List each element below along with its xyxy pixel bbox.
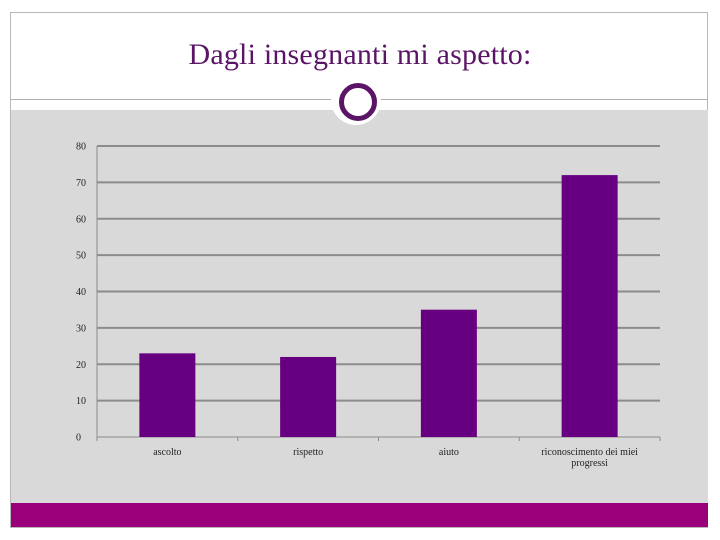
y-tick-label: 40 [76,287,86,298]
bar-1 [139,353,196,437]
bar-2 [280,356,337,437]
y-tick-label: 80 [76,142,86,153]
y-tick-label: 10 [76,396,86,407]
slide-title: Dagli insegnanti mi aspetto: [188,38,532,71]
bar-3 [420,309,477,437]
y-tick-label: 30 [76,323,86,334]
y-tick-label: 60 [76,214,86,225]
x-category-label: aiuto [439,447,459,458]
x-category-label: riconoscimento dei miei [541,447,638,458]
y-tick-label: 0 [76,433,81,444]
x-category-label: ascolto [153,447,181,458]
circle-ornament-icon [339,83,377,121]
y-tick-label: 70 [76,178,86,189]
bar-4 [561,175,618,437]
footer-accent-bar [11,503,708,527]
x-category-label: rispetto [293,447,323,458]
y-tick-label: 20 [76,360,86,371]
x-category-label: progressi [571,458,608,469]
y-tick-label: 50 [76,251,86,262]
